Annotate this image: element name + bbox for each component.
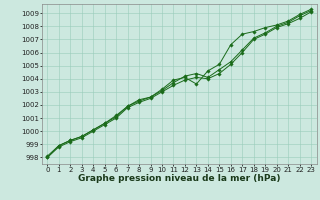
X-axis label: Graphe pression niveau de la mer (hPa): Graphe pression niveau de la mer (hPa)	[78, 174, 280, 183]
